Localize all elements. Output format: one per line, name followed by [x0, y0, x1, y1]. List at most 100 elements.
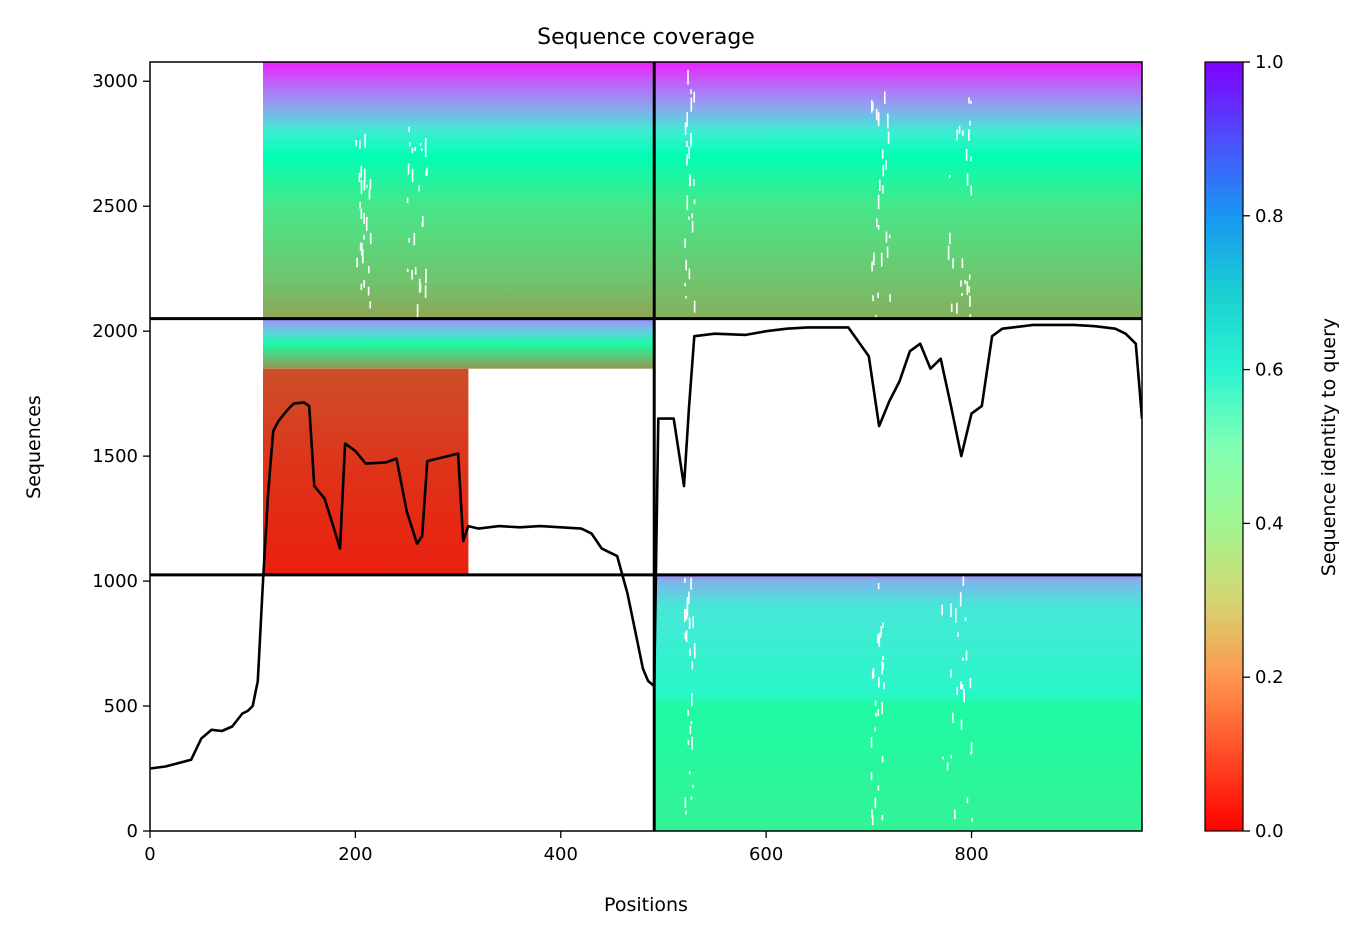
- coverage-gap: [877, 634, 879, 644]
- coverage-gap: [411, 147, 414, 154]
- coverage-gap: [882, 164, 885, 177]
- coverage-gap: [871, 100, 873, 113]
- coverage-gap: [882, 622, 884, 628]
- coverage-gap: [968, 97, 970, 104]
- coverage-gap: [690, 721, 693, 725]
- colorbar-tick-label: 0.4: [1255, 513, 1284, 534]
- coverage-gap: [887, 113, 889, 129]
- y-tick-label: 500: [104, 696, 138, 717]
- coverage-gap: [690, 133, 692, 147]
- coverage-gap: [952, 258, 954, 269]
- coverage-gap: [369, 301, 371, 309]
- coverage-gap: [961, 293, 963, 297]
- coverage-gap: [684, 282, 686, 287]
- coverage-gap: [881, 661, 883, 675]
- plot-frame: [149, 61, 1143, 832]
- coverage-gap: [356, 257, 358, 268]
- coverage-gap: [686, 112, 688, 127]
- coverage-gap: [960, 681, 962, 690]
- coverage-gap: [874, 727, 876, 732]
- coverage-gap: [691, 213, 693, 219]
- coverage-gap: [369, 233, 372, 245]
- coverage-gap: [687, 739, 690, 745]
- coverage-gap: [880, 626, 883, 635]
- coverage-gap: [965, 650, 968, 661]
- coverage-gap: [952, 712, 954, 723]
- coverage-gap: [360, 180, 363, 195]
- coverage-gap: [874, 797, 877, 809]
- coverage-gap: [693, 199, 696, 205]
- coverage-gap: [968, 129, 970, 141]
- coverage-gap: [360, 208, 363, 219]
- coverage-gap: [881, 815, 884, 821]
- coverage-gap: [877, 194, 880, 210]
- coverage-gap: [693, 643, 696, 654]
- coverage-gap: [419, 143, 422, 146]
- coverage-gap: [884, 91, 886, 104]
- coverage-gap: [961, 684, 964, 690]
- heatmap-block-upper-right: [654, 62, 1142, 319]
- coverage-gap: [693, 91, 695, 103]
- coverage-gap: [946, 762, 949, 771]
- coverage-gap: [424, 285, 427, 298]
- coverage-gap: [962, 572, 965, 586]
- coverage-gap: [688, 268, 691, 280]
- coverage-gap: [686, 195, 689, 211]
- coverage-gap: [406, 197, 409, 204]
- coverage-gap: [877, 583, 880, 590]
- colorbar-tick-label: 1.0: [1255, 52, 1284, 73]
- coverage-gap: [409, 142, 411, 147]
- coverage-gap: [360, 165, 363, 178]
- y-tick-label: 2500: [92, 196, 138, 217]
- x-tick-label: 600: [749, 844, 783, 865]
- coverage-gap: [690, 97, 693, 112]
- y-tick-label: 3000: [92, 71, 138, 92]
- y-axis-label: Sequences: [23, 395, 45, 499]
- coverage-gap: [956, 129, 958, 141]
- coverage-gap: [365, 216, 368, 231]
- x-tick-label: 800: [954, 844, 988, 865]
- y-tick-label: 1000: [92, 571, 138, 592]
- coverage-gap: [950, 603, 952, 617]
- coverage-gap: [688, 771, 691, 775]
- coverage-gap: [969, 314, 972, 319]
- coverage-gap: [364, 133, 366, 148]
- coverage-gap: [685, 259, 687, 271]
- coverage-gap: [359, 201, 361, 209]
- coverage-gap: [950, 303, 953, 312]
- coverage-gap: [941, 604, 943, 616]
- coverage-gap: [878, 677, 880, 688]
- coverage-gap: [416, 304, 419, 319]
- coverage-gap: [685, 630, 688, 643]
- coverage-gap: [407, 163, 410, 175]
- coverage-gap: [956, 687, 958, 696]
- coverage-gap: [363, 179, 366, 191]
- coverage-gap: [690, 796, 693, 800]
- colorbar-tick-label: 0.8: [1255, 206, 1284, 227]
- coverage-gap: [691, 693, 693, 707]
- coverage-gap: [871, 815, 874, 826]
- coverage-gap: [958, 125, 961, 134]
- heatmap-block-lower-right: [654, 574, 1142, 831]
- coverage-gap: [413, 232, 416, 246]
- coverage-gap: [949, 232, 951, 245]
- coverage-gap: [964, 279, 966, 284]
- coverage-gap: [881, 149, 884, 159]
- coverage-gap: [968, 286, 970, 293]
- coverage-gap: [687, 710, 689, 717]
- coverage-gap: [966, 173, 969, 186]
- coverage-gap: [962, 130, 964, 136]
- coverage-gap: [691, 220, 694, 233]
- coverage-gap: [950, 669, 952, 678]
- coverage-gap: [881, 756, 884, 763]
- coverage-heatmap: [263, 62, 1142, 831]
- x-tick-label: 0: [144, 844, 155, 865]
- coverage-gap: [870, 772, 873, 781]
- coverage-gap: [879, 631, 882, 639]
- coverage-gap: [425, 170, 427, 176]
- coverage-gap: [426, 167, 428, 176]
- coverage-gap: [871, 809, 873, 818]
- coverage-gap: [877, 785, 880, 791]
- x-tick-label: 400: [544, 844, 578, 865]
